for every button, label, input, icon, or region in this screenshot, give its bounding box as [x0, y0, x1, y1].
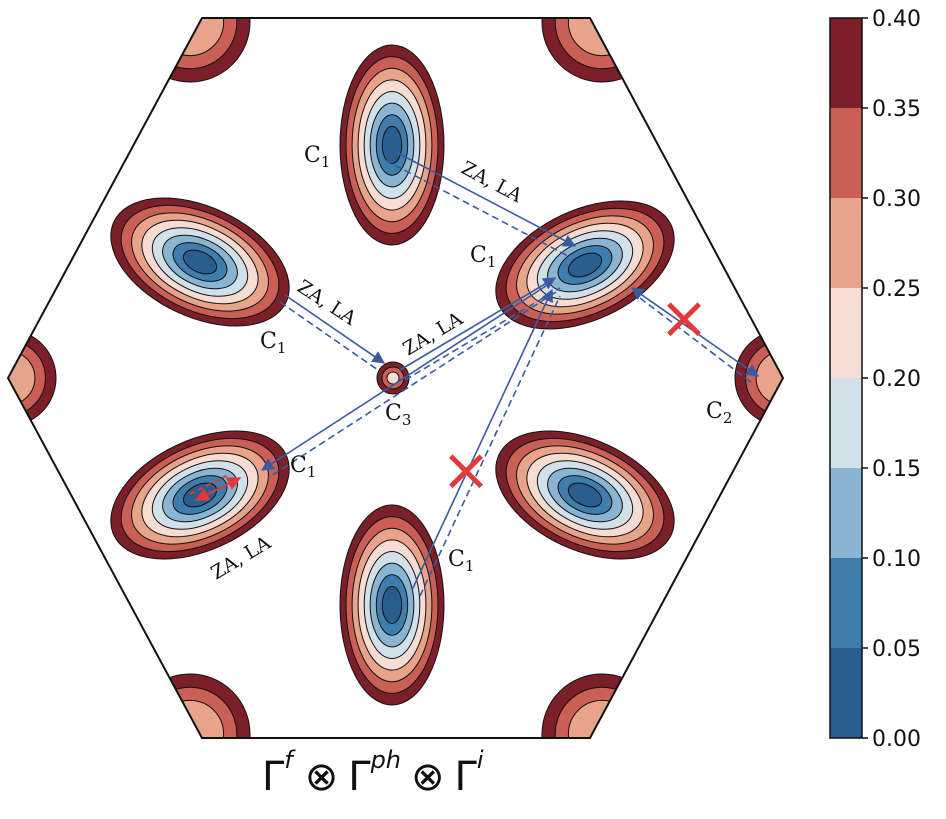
pocket-side-left-ring [8, 350, 36, 406]
valley-label-lowerleft: C1 [290, 453, 316, 481]
pocket-top-ring [381, 125, 403, 165]
process-label-top: ZA, LA [458, 157, 526, 207]
colorbar-band [830, 378, 862, 468]
arrow-right-to-lowerleft-dashed [267, 291, 557, 479]
scattering-arrows [189, 149, 760, 597]
valley-labels: C1 C1 C1 C3 C1 C1 C2 [260, 143, 732, 575]
arrow-right-to-c2-dashed [639, 297, 753, 384]
pocket-upper-right-ring [567, 252, 603, 278]
pocket-bottom [339, 504, 445, 706]
arrow-bottom-to-right-dashed [419, 295, 561, 597]
arrow-intravalley-red-dashed [189, 473, 231, 495]
colorbar-band [830, 108, 862, 198]
pocket-center-c3-ring [386, 371, 400, 385]
pocket-corner-br-ring [567, 699, 637, 738]
process-label-left: ZA, LA [293, 276, 360, 330]
pocket-bottom-ring [381, 585, 403, 625]
arrow-c3-to-right-dashed [404, 287, 561, 381]
formula: Γf ⊗ Γph ⊗ Γi [262, 746, 484, 800]
colorbar-tick-label: 0.05 [872, 637, 921, 662]
colorbar-tick-label: 0.10 [872, 547, 921, 572]
arrow-intravalley-red [194, 477, 242, 501]
arrow-right-to-lowerleft [260, 281, 553, 471]
colorbar-band [830, 18, 862, 108]
pocket-upper-left [110, 197, 290, 327]
pocket-upper-left-ring [182, 249, 218, 275]
pocket-lower-right-ring [567, 482, 603, 508]
pocket-lower-left [110, 430, 290, 560]
arrow-c3-to-right [399, 277, 557, 371]
pocket-corner-br [541, 673, 663, 738]
pocket-lower-right [495, 430, 675, 560]
pocket-corner-bl-ring [155, 699, 225, 738]
colorbar-tick-label: 0.30 [872, 187, 921, 212]
colorbar-tick-label: 0.35 [872, 97, 921, 122]
colorbar-tick-label: 0.20 [872, 367, 921, 392]
valley-label-c2: C2 [706, 399, 732, 427]
pocket-top [339, 44, 445, 246]
colorbar-band [830, 558, 862, 648]
valley-label-left: C1 [260, 329, 286, 357]
forbidden-cross-right: × [659, 283, 709, 353]
contour-pockets [8, 18, 783, 738]
pocket-corner-bl [129, 673, 251, 738]
colorbar: 0.00 0.05 0.10 0.15 0.20 0.25 0.30 0.35 0.40 [829, 7, 921, 752]
valley-label-bottom: C1 [448, 547, 474, 575]
process-label-center: ZA, LA [399, 308, 467, 361]
colorbar-band [830, 468, 862, 558]
colorbar-tick-label: 0.25 [872, 277, 921, 302]
arrow-right-to-c2 [630, 287, 760, 377]
colorbar-tick-label: 0.40 [872, 7, 921, 32]
pocket-side-left [8, 329, 57, 427]
arrow-bottom-to-right [411, 288, 553, 591]
colorbar-band [830, 288, 862, 378]
arrow-left-to-c3 [284, 294, 386, 364]
colorbar-band [830, 648, 862, 738]
arrow-top-to-right-dashed [384, 159, 569, 257]
brillouin-zone-boundary [6, 17, 785, 739]
colorbar-tick-label: 0.15 [872, 457, 921, 482]
valley-label-c3: C3 [385, 401, 411, 429]
forbidden-cross-bottom: × [441, 435, 491, 505]
valley-label-top: C1 [304, 143, 330, 171]
arrow-left-to-c3-dashed [279, 301, 379, 371]
colorbar-band [830, 198, 862, 288]
colorbar-tick-label: 0.00 [872, 727, 921, 752]
valley-label-right: C1 [470, 243, 496, 271]
arrow-top-to-right [391, 149, 577, 247]
